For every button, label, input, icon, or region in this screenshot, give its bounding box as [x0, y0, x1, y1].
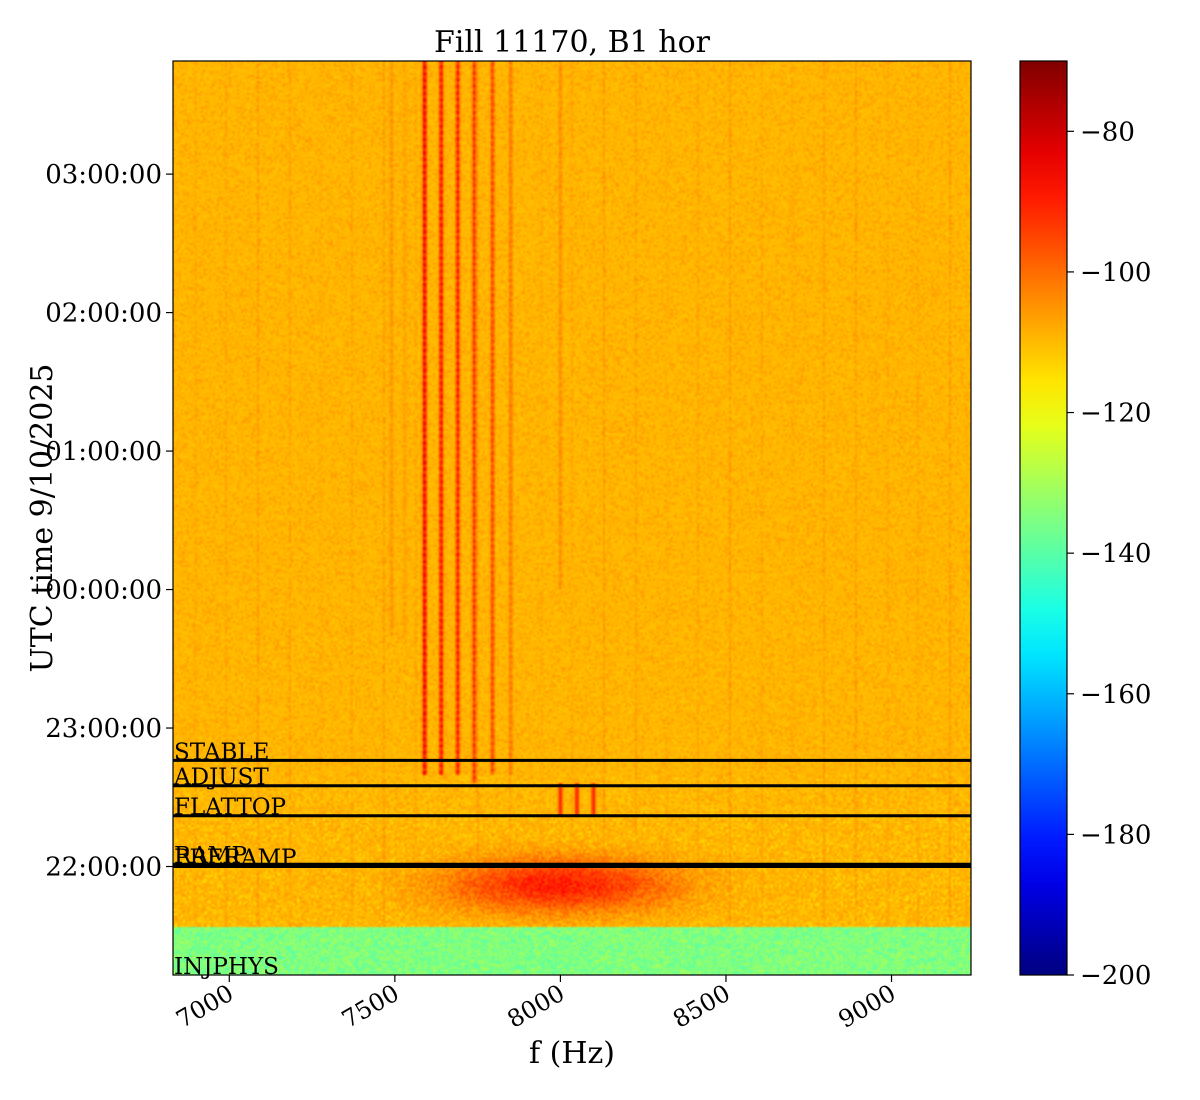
- colorbar-tick-label: −180: [1080, 820, 1151, 850]
- y-tick-label: 02:00:00: [45, 299, 162, 329]
- y-tick-label: 03:00:00: [45, 160, 162, 190]
- x-tick-label: 7500: [337, 979, 404, 1034]
- colorbar: −80 −100 −120 −140 −160 −180 −200: [1019, 60, 1151, 991]
- x-axis-label: f (Hz): [529, 1036, 615, 1071]
- beam-mode-label: INJPHYS: [174, 954, 279, 980]
- chart-title: Fill 11170, B1 hor: [434, 25, 711, 60]
- y-tick-label: 23:00:00: [45, 714, 162, 744]
- beam-mode-label: RAMP: [174, 843, 247, 869]
- y-tick-label: 01:00:00: [45, 437, 162, 467]
- colorbar-tick-label: −120: [1080, 399, 1151, 429]
- y-tick-label: 22:00:00: [45, 853, 162, 883]
- beam-mode-label: ADJUST: [173, 765, 269, 791]
- beam-mode-label: STABLE: [174, 739, 269, 765]
- colorbar-ticks: −80 −100 −120 −140 −160 −180 −200: [1067, 117, 1151, 991]
- y-axis-label: UTC time 9/10/2025: [25, 364, 60, 673]
- colorbar-tick-label: −140: [1080, 539, 1151, 569]
- y-tick-label: 00:00:00: [45, 576, 162, 606]
- colorbar-tick-label: −200: [1080, 961, 1151, 991]
- x-tick-label: 7000: [171, 979, 238, 1034]
- x-tick-label: 8500: [668, 979, 735, 1034]
- x-axis: 7000 7500 8000 8500 9000: [171, 975, 901, 1034]
- x-tick-label: 8000: [503, 979, 570, 1034]
- colorbar-tick-label: −160: [1080, 680, 1151, 710]
- beam-mode-label: FLATTOP: [174, 795, 286, 821]
- colorbar-gradient: [1019, 60, 1068, 976]
- x-tick-label: 9000: [834, 979, 901, 1034]
- y-axis: 03:00:00 02:00:00 01:00:00 00:00:00 23:00:00…: [45, 160, 173, 883]
- plot-frame: [172, 60, 972, 976]
- spectrogram-heatmap: [173, 61, 971, 975]
- colorbar-tick-label: −80: [1080, 117, 1135, 147]
- beam-mode-label: PRERAMP: [174, 846, 297, 872]
- colorbar-tick-label: −100: [1080, 258, 1151, 288]
